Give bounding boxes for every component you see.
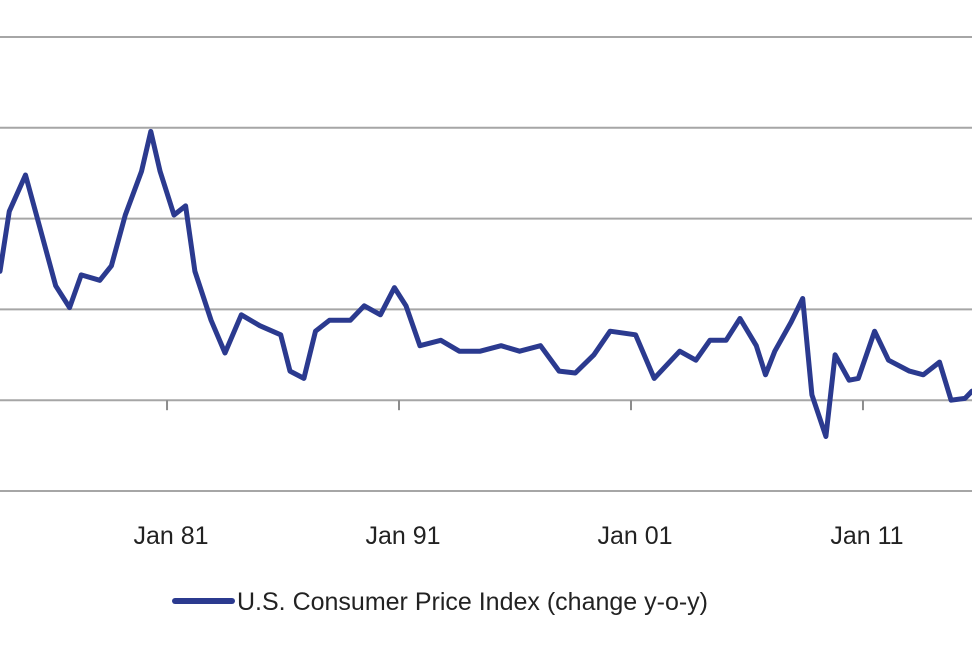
x-tick-label: Jan 11: [830, 522, 903, 550]
series-line: [0, 128, 972, 439]
series-layer: [0, 128, 972, 439]
legend-label: U.S. Consumer Price Index (change y-o-y): [237, 588, 708, 616]
gridlines: [0, 36, 972, 492]
x-tick-label: Jan 01: [597, 522, 672, 550]
x-tick-label: Jan 81: [133, 522, 208, 550]
x-axis-ticks: Jan 81 Jan 91 Jan 01 Jan 11: [133, 400, 904, 550]
x-tick-label: Jan 91: [365, 522, 440, 550]
legend: U.S. Consumer Price Index (change y-o-y): [172, 588, 708, 616]
